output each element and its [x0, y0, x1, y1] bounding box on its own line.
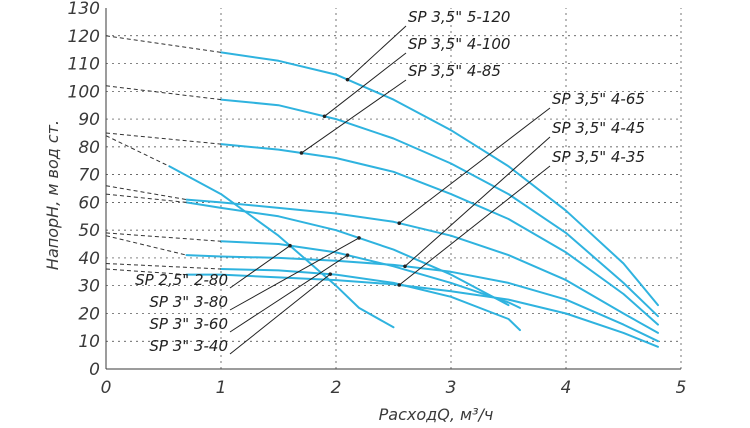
y-tick-label: 60: [78, 193, 100, 213]
label-anchor-dot: [403, 264, 407, 269]
y-tick-label: 120: [68, 27, 100, 47]
series-label: SP 3,5" 4-45: [552, 119, 645, 137]
label-anchor-dot: [322, 114, 327, 119]
label-anchor-dot: [299, 151, 304, 155]
series-curve: [220, 240, 521, 309]
series-curve: [185, 273, 659, 348]
label-anchor-dot: [345, 253, 350, 257]
x-tick-label: 0: [101, 378, 112, 398]
y-tick-label: 130: [68, 0, 100, 19]
label-anchor-dot: [328, 272, 333, 276]
label-leader-line: [347, 25, 407, 81]
label-anchor-dot: [397, 221, 402, 226]
series-curve: [185, 254, 659, 343]
series-label: SP 3" 3-80: [149, 293, 228, 311]
x-tick-label: 2: [331, 378, 342, 398]
label-leader-line: [324, 52, 407, 117]
series-extrapolation: [105, 35, 222, 53]
y-tick-label: 0: [89, 360, 100, 380]
series-extrapolation: [105, 193, 187, 203]
series-curve: [220, 143, 659, 326]
series-curve: [220, 51, 659, 307]
y-tick-label: 70: [78, 166, 100, 186]
series-extrapolation: [105, 232, 222, 242]
grid: [106, 8, 682, 369]
series-extrapolation: [105, 235, 187, 256]
x-tick-label: 5: [676, 378, 687, 398]
y-tick-label: 110: [68, 55, 100, 75]
label-leader-line: [229, 254, 348, 333]
label-leader-line: [229, 237, 360, 311]
series-label: SP 3,5" 4-100: [408, 35, 510, 53]
y-tick-label: 40: [78, 249, 100, 269]
series-extrapolation: [105, 135, 170, 167]
series-extrapolation: [105, 132, 222, 145]
y-tick-label: 20: [78, 304, 100, 324]
label-leader-line: [229, 273, 331, 355]
series-label: SP 3,5" 4-85: [408, 62, 501, 80]
y-tick-label: 80: [78, 138, 100, 158]
series-curve: [168, 165, 395, 329]
series-extrapolation: [105, 85, 222, 101]
series-extrapolation: [105, 185, 187, 201]
series-label: SP 3,5" 5-120: [408, 8, 510, 26]
series-label: SP 2,5" 2-80: [135, 271, 228, 289]
x-tick-label: 1: [216, 378, 227, 398]
x-axis-title: РасходQ, м³/ч: [379, 405, 494, 424]
series-extrapolation: [105, 263, 222, 270]
series-label: SP 3,5" 4-65: [552, 90, 645, 108]
curves: [105, 35, 659, 348]
label-anchor-dot: [357, 236, 361, 240]
y-tick-label: 90: [78, 110, 100, 130]
label-leader-line: [398, 107, 551, 224]
series-curve: [185, 198, 659, 334]
label-leader-line: [398, 165, 551, 286]
y-tick-label: 30: [78, 277, 100, 297]
series-labels: SP 3,5" 5-120 SP 3,5" 4-100 SP 3,5" 4-85 SP…: [135, 8, 645, 355]
label-leader-line: [229, 245, 291, 289]
label-anchor-dot: [288, 243, 292, 248]
series-curve: [220, 268, 521, 332]
series-curve: [220, 98, 659, 318]
label-leader-line: [301, 79, 407, 154]
label-anchor-dot: [345, 77, 350, 82]
series-label: SP 3,5" 4-35: [552, 148, 645, 166]
x-tick-label: 4: [561, 378, 572, 398]
label-leader-line: [404, 136, 551, 267]
series-curve: [185, 201, 510, 307]
y-tick-label: 50: [78, 221, 100, 241]
y-tick-label: 100: [68, 82, 100, 102]
y-axis-title: НапорH, м вод ст.: [43, 120, 62, 270]
series-label: SP 3" 3-40: [149, 337, 228, 355]
x-tick-label: 3: [446, 378, 457, 398]
series-label: SP 3" 3-60: [149, 315, 228, 333]
y-tick-label: 10: [78, 332, 100, 352]
label-anchor-dot: [397, 283, 402, 287]
